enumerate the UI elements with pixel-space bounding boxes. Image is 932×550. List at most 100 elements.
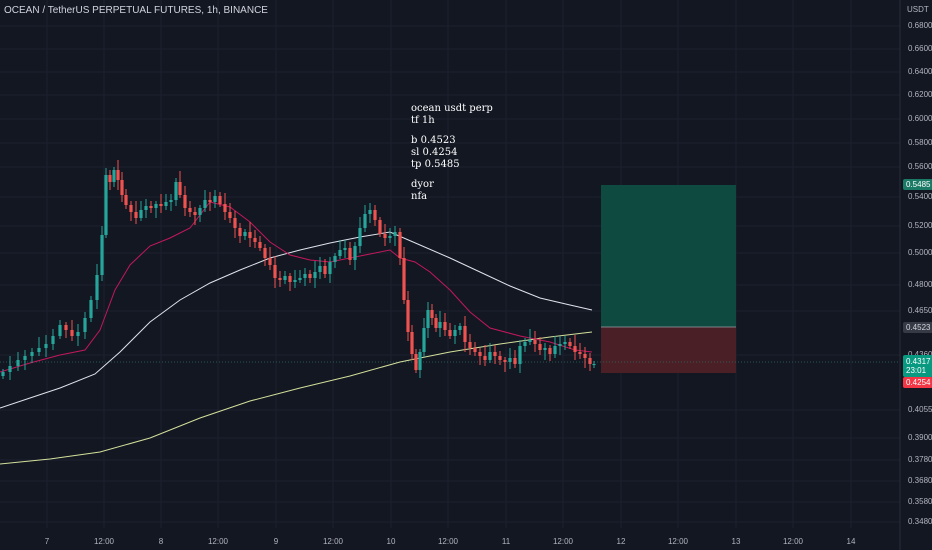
- candle-body: [538, 344, 542, 350]
- note-line: dyor: [411, 179, 434, 190]
- candle-body: [568, 342, 572, 346]
- candle-body: [430, 310, 434, 318]
- candle-body: [592, 364, 596, 365]
- candle-body: [553, 346, 557, 354]
- time-tick: 8: [158, 537, 164, 546]
- price-tick: 0.4800: [908, 280, 932, 289]
- candle-body: [1, 372, 5, 376]
- candle-body: [333, 256, 337, 262]
- candle-body: [503, 360, 507, 362]
- price-tick: 0.4055: [908, 405, 932, 414]
- time-tick: 14: [846, 537, 856, 546]
- price-tick: 0.6200: [908, 90, 932, 99]
- candle-body: [414, 354, 418, 370]
- time-tick: 12:00: [667, 537, 689, 546]
- time-tick: 12:00: [552, 537, 574, 546]
- candle-body: [134, 212, 138, 218]
- candle-body: [203, 200, 207, 208]
- candle-body: [528, 340, 532, 342]
- candle-body: [104, 175, 108, 235]
- candle-body: [313, 272, 317, 278]
- candle-body: [198, 208, 202, 215]
- candle-body: [238, 228, 242, 236]
- candle-body: [393, 232, 397, 236]
- candle-body: [583, 354, 587, 358]
- candle-body: [174, 182, 178, 200]
- time-tick: 9: [273, 537, 279, 546]
- candle-body: [248, 232, 252, 238]
- price-axis-unit: USDT: [907, 5, 929, 14]
- time-tick: 13: [731, 537, 741, 546]
- time-tick: 12:00: [322, 537, 344, 546]
- candle-body: [303, 274, 307, 278]
- candle-body: [253, 238, 257, 242]
- candle-body: [129, 205, 133, 212]
- candle-body: [64, 325, 68, 330]
- candle-body: [406, 300, 410, 332]
- candle-body: [108, 175, 112, 182]
- candle-body: [578, 352, 582, 354]
- note-line: sl 0.4254: [411, 147, 458, 158]
- candle-body: [23, 356, 27, 360]
- candle-body: [293, 280, 297, 282]
- candle-body: [288, 276, 292, 282]
- candle-body: [258, 242, 262, 248]
- trade-note[interactable]: ocean usdt perp tf 1h b 0.4523 sl 0.4254…: [411, 103, 493, 203]
- candle-body: [83, 318, 87, 332]
- price-tick: 0.3900: [908, 433, 932, 442]
- bar-countdown: 23:01: [906, 366, 927, 375]
- candle-body: [144, 206, 148, 210]
- mid-moving-average: [0, 231, 593, 409]
- price-tick: 0.3680: [908, 476, 932, 485]
- candle-body: [558, 344, 562, 346]
- note-line: b 0.4523: [411, 135, 456, 146]
- note-line: nfa: [411, 191, 428, 202]
- candle-body: [213, 196, 217, 202]
- stop-loss-price-tag: 0.4254: [903, 377, 932, 388]
- candle-body: [443, 322, 447, 330]
- candle-body: [498, 356, 502, 360]
- candle-body: [233, 218, 237, 228]
- candle-body: [273, 265, 277, 278]
- candle-body: [58, 325, 62, 336]
- candle-body: [243, 232, 247, 236]
- candle-body: [100, 235, 104, 275]
- candle-body: [438, 322, 442, 328]
- candle-body: [318, 266, 322, 272]
- time-tick: 7: [44, 537, 50, 546]
- price-tick: 0.5000: [908, 248, 932, 257]
- candle-body: [473, 348, 477, 352]
- take-profit-zone[interactable]: [601, 185, 736, 327]
- candle-body: [478, 352, 482, 356]
- candle-body: [523, 342, 527, 346]
- candlestick-series: [1, 160, 596, 380]
- candle-body: [343, 248, 347, 250]
- time-tick: 11: [501, 537, 511, 546]
- price-tick: 0.6600: [908, 44, 932, 53]
- candle-body: [154, 204, 158, 208]
- last-price-value: 0.4317: [906, 357, 931, 366]
- short-moving-average: [0, 201, 593, 373]
- candle-body: [149, 206, 153, 208]
- symbol-title[interactable]: OCEAN / TetherUS PERPETUAL FUTURES, 1h, …: [4, 5, 268, 16]
- take-profit-price-tag: 0.5485: [903, 179, 932, 190]
- stop-loss-zone[interactable]: [601, 327, 736, 373]
- candle-body: [508, 358, 512, 362]
- time-tick: 10: [386, 537, 396, 546]
- candle-body: [116, 170, 120, 180]
- entry-price-tag: 0.4523: [903, 322, 932, 333]
- note-line: ocean usdt perp: [411, 103, 493, 114]
- candle-body: [573, 346, 577, 352]
- candle-body: [493, 352, 497, 356]
- candle-body: [328, 262, 332, 274]
- candle-body: [383, 234, 387, 238]
- note-line: [411, 171, 493, 179]
- candle-body: [323, 266, 327, 274]
- candle-body: [183, 195, 187, 208]
- price-tick: 0.4360: [908, 350, 932, 359]
- price-tick: 0.5400: [908, 192, 932, 201]
- candle-body: [263, 248, 267, 258]
- price-tick: 0.3580: [908, 497, 932, 506]
- candle-body: [208, 200, 212, 202]
